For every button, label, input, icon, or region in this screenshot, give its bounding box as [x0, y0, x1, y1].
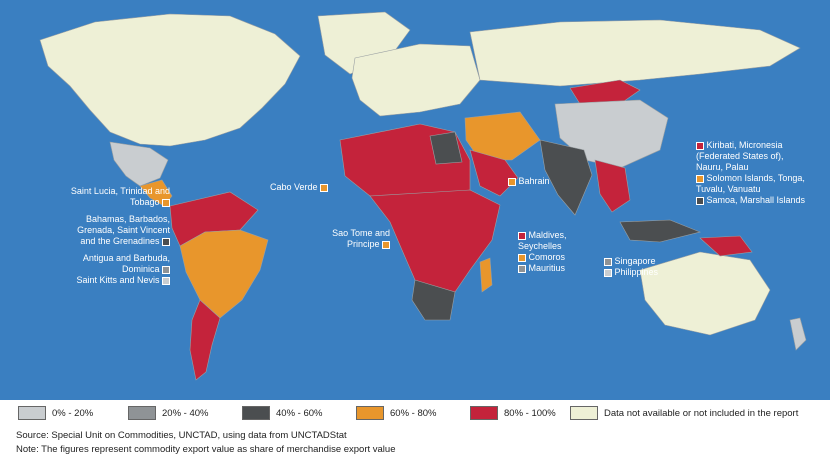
world-map-svg: [39, 11, 807, 381]
callout-sao-tome: Sao Tome and Principe: [332, 228, 390, 249]
region-russia: [469, 19, 801, 87]
callout-indian-ocean-item: Mauritius: [518, 263, 598, 274]
legend-swatch: [570, 406, 598, 420]
footer-source: Source: Special Unit on Commodities, UNC…: [16, 430, 347, 441]
legend-swatch: [356, 406, 384, 420]
legend-label: 0% - 20%: [52, 407, 94, 419]
map-legend: 0% - 20% 20% - 40% 40% - 60% 60% - 80% 8…: [0, 400, 830, 424]
swatch-icon: [518, 253, 526, 262]
callout-asia-islands: Singapore Philippines: [604, 256, 694, 278]
swatch-icon: [604, 268, 612, 277]
region-india: [539, 139, 593, 216]
legend-swatch: [470, 406, 498, 420]
region-indonesia: [619, 219, 701, 243]
legend-label: 60% - 80%: [390, 407, 437, 419]
callout-asia-islands-item: Philippines: [604, 267, 694, 278]
region-middle-east: [464, 111, 541, 161]
callout-caribbean-item: Antigua and Barbuda, Dominica: [82, 253, 170, 274]
legend-item-60-80: 60% - 80%: [356, 406, 436, 420]
region-south-america-south: [189, 299, 221, 381]
swatch-icon: [508, 177, 516, 186]
legend-label: Data not available or not included in th…: [604, 407, 799, 419]
callout-caribbean-item: Saint Lucia, Trinidad and Tobago: [70, 186, 170, 207]
swatch-icon: [162, 237, 170, 246]
region-madagascar: [479, 257, 493, 293]
swatch-icon: [162, 265, 170, 274]
legend-label: 20% - 40%: [162, 407, 209, 419]
region-australia: [639, 251, 771, 336]
swatch-icon: [518, 231, 526, 240]
legend-swatch: [242, 406, 270, 420]
legend-swatch: [18, 406, 46, 420]
callout-indian-ocean-item: Comoros: [518, 252, 598, 263]
footer-note: Note: The figures represent commodity ex…: [16, 444, 396, 455]
world-map: Saint Lucia, Trinidad and Tobago Bahamas…: [0, 0, 830, 400]
swatch-icon: [320, 183, 329, 192]
callout-caribbean-item: Bahamas, Barbados, Grenada, Saint Vincen…: [77, 214, 170, 246]
swatch-icon: [696, 196, 704, 205]
callout-bahrain: Bahrain: [508, 176, 550, 187]
swatch-icon: [604, 257, 612, 266]
callout-pacific-item: Samoa, Marshall Islands: [696, 195, 806, 206]
callout-asia-islands-item: Singapore: [604, 256, 694, 267]
region-north-america: [39, 13, 301, 147]
callout-pacific-item: Kiribati, Micronesia (Federated States o…: [696, 140, 784, 172]
swatch-icon: [696, 174, 704, 183]
legend-item-0-20: 0% - 20%: [18, 406, 93, 420]
swatch-icon: [696, 141, 704, 150]
legend-label: 40% - 60%: [276, 407, 323, 419]
legend-item-80-100: 80% - 100%: [470, 406, 556, 420]
region-egypt: [429, 131, 463, 165]
swatch-icon: [162, 276, 170, 285]
region-southeast-asia: [594, 159, 631, 213]
region-southern-africa: [411, 279, 456, 321]
region-south-america-central: [179, 229, 269, 319]
callout-caribbean-item: Saint Kitts and Nevis: [70, 275, 170, 286]
region-papua-new-guinea: [699, 235, 753, 257]
region-mexico: [109, 141, 169, 187]
callout-pacific: Kiribati, Micronesia (Federated States o…: [696, 140, 806, 206]
callout-caribbean: Saint Lucia, Trinidad and Tobago Bahamas…: [70, 186, 170, 286]
region-arabian-peninsula: [469, 149, 519, 197]
callout-pacific-item: Solomon Islands, Tonga, Tuvalu, Vanuatu: [696, 173, 805, 194]
legend-item-no-data: Data not available or not included in th…: [570, 406, 798, 420]
callout-indian-ocean: Maldives, Seychelles Comoros Mauritius: [518, 230, 598, 274]
legend-item-40-60: 40% - 60%: [242, 406, 322, 420]
callout-indian-ocean-item: Maldives, Seychelles: [518, 230, 567, 251]
swatch-icon: [382, 240, 390, 249]
legend-swatch: [128, 406, 156, 420]
region-europe: [351, 43, 481, 117]
region-mongolia: [569, 79, 641, 105]
swatch-icon: [518, 264, 526, 273]
legend-label: 80% - 100%: [504, 407, 556, 419]
legend-item-20-40: 20% - 40%: [128, 406, 208, 420]
callout-cabo-verde: Cabo Verde: [270, 182, 329, 193]
swatch-icon: [162, 198, 170, 207]
region-new-zealand: [789, 317, 807, 351]
